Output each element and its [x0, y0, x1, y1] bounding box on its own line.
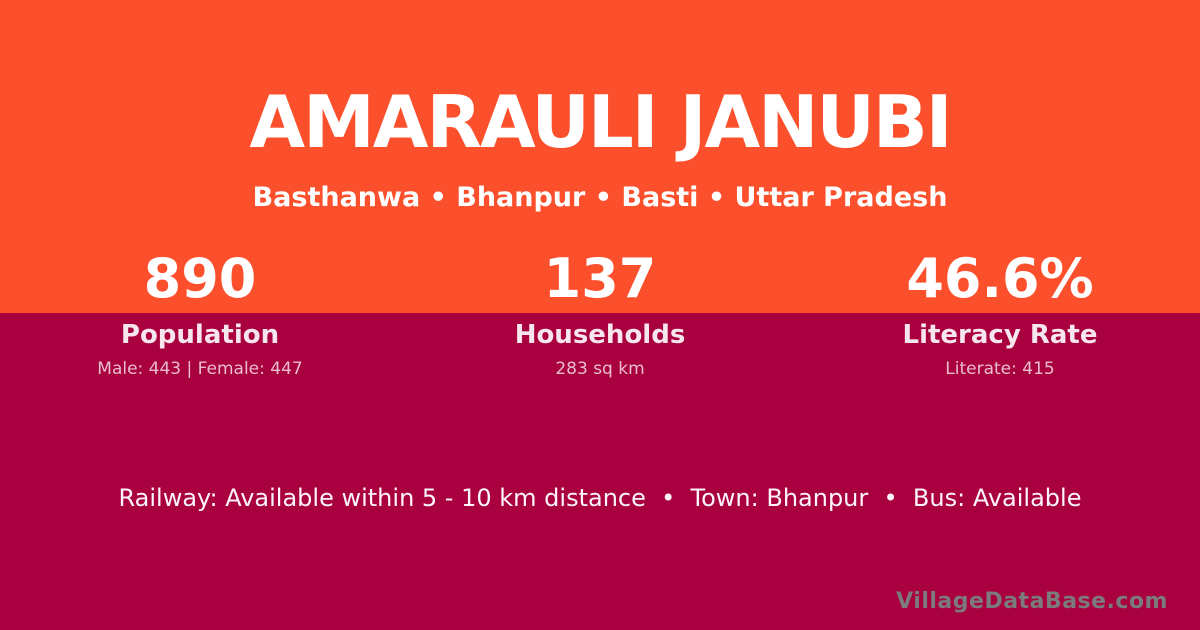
top-color-band: [0, 0, 1200, 313]
stat-households: 137 Households 283 sq km: [400, 246, 800, 379]
households-value: 137: [543, 247, 657, 310]
households-label: Households: [514, 320, 686, 350]
literacy-value: 46.6%: [906, 247, 1094, 310]
amenities-info-line: Railway: Available within 5 - 10 km dist…: [118, 484, 1082, 512]
stat-population: 890 Population Male: 443 | Female: 447: [0, 246, 400, 379]
stat-literacy: 46.6% Literacy Rate Literate: 415: [800, 246, 1200, 379]
site-watermark: VillageDataBase.com: [896, 589, 1168, 614]
population-label: Population: [120, 320, 280, 350]
bottom-color-band: [0, 313, 1200, 630]
stats-row: 890 Population Male: 443 | Female: 447 1…: [0, 246, 1200, 379]
village-location-breadcrumb: Basthanwa • Bhanpur • Basti • Uttar Prad…: [252, 182, 948, 213]
population-detail: Male: 443 | Female: 447: [97, 359, 303, 379]
households-detail: 283 sq km: [555, 359, 645, 379]
village-title: AMARAULI JANUBI: [249, 80, 952, 164]
population-value: 890: [143, 247, 257, 310]
literacy-label: Literacy Rate: [902, 320, 1098, 350]
literacy-detail: Literate: 415: [945, 359, 1055, 379]
